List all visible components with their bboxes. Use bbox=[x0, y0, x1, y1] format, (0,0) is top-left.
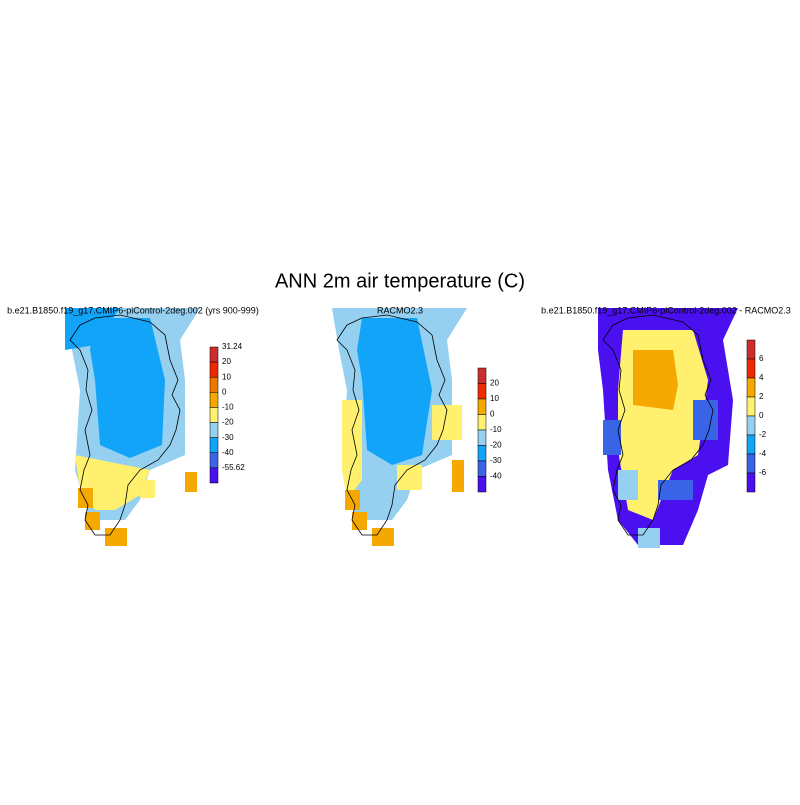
region bbox=[603, 420, 621, 455]
colorbar-box bbox=[209, 437, 219, 454]
colorbar-box bbox=[477, 429, 487, 446]
colorbar-label: -2 bbox=[759, 430, 767, 439]
colorbar-label: 0 bbox=[222, 387, 227, 396]
colorbar-label: -20 bbox=[490, 441, 502, 450]
region bbox=[342, 400, 362, 500]
colorbar-box bbox=[209, 392, 219, 408]
colorbar-box bbox=[477, 383, 487, 400]
colorbar-box bbox=[746, 377, 756, 398]
region bbox=[85, 512, 100, 530]
colorbar-box bbox=[477, 398, 487, 415]
region bbox=[75, 455, 150, 510]
region bbox=[105, 528, 127, 546]
panel-title: b.e21.B1850.f19_g17.CMIP6-piControl-2deg… bbox=[7, 305, 259, 315]
panel-title: RACMO2.3 bbox=[377, 305, 423, 315]
region bbox=[638, 528, 660, 548]
colorbar-box bbox=[746, 472, 756, 493]
colorbar-box bbox=[209, 467, 219, 484]
colorbar-label: -40 bbox=[490, 472, 502, 481]
colorbar-label: 20 bbox=[222, 357, 231, 366]
colorbar-box bbox=[209, 376, 219, 393]
region bbox=[693, 400, 718, 440]
colorbar-label: -10 bbox=[222, 403, 234, 412]
colorbar-label: -55.62 bbox=[222, 463, 245, 472]
region bbox=[372, 528, 394, 546]
colorbar-label: 2 bbox=[759, 392, 764, 401]
colorbar-label: -10 bbox=[490, 425, 502, 434]
colorbar-box bbox=[477, 367, 487, 384]
panel-title: b.e21.B1850.f19_g17.CMIP6-piControl-2deg… bbox=[541, 305, 791, 315]
colorbar-box bbox=[477, 414, 487, 431]
colorbar-box bbox=[209, 361, 219, 378]
colorbar-box bbox=[746, 415, 756, 436]
region bbox=[352, 512, 367, 530]
region bbox=[185, 472, 197, 492]
colorbar-label: -20 bbox=[222, 418, 234, 427]
colorbar-label: 20 bbox=[490, 379, 499, 388]
region bbox=[452, 460, 464, 492]
map-panel-1 bbox=[65, 308, 200, 546]
colorbar-box bbox=[746, 434, 756, 455]
region bbox=[618, 470, 638, 500]
region bbox=[65, 308, 120, 350]
colorbar-label: 0 bbox=[759, 411, 764, 420]
region bbox=[90, 318, 165, 458]
colorbar-box bbox=[477, 476, 487, 493]
colorbar-box bbox=[209, 407, 219, 423]
colorbar-label: 10 bbox=[490, 394, 499, 403]
colorbar-box bbox=[209, 346, 219, 363]
colorbar-label: -30 bbox=[490, 456, 502, 465]
colorbar-label: -30 bbox=[222, 433, 234, 442]
figure-title: ANN 2m air temperature (C) bbox=[275, 270, 525, 292]
colorbar-label: -40 bbox=[222, 448, 234, 457]
map-panel-2 bbox=[332, 308, 467, 546]
colorbar-box bbox=[477, 445, 487, 462]
colorbar-box bbox=[746, 358, 756, 379]
map-panel-3 bbox=[598, 308, 738, 548]
region bbox=[658, 480, 693, 500]
region bbox=[140, 480, 155, 498]
colorbar-label: -6 bbox=[759, 468, 767, 477]
colorbar-label: 6 bbox=[759, 354, 764, 363]
colorbar-box bbox=[477, 460, 487, 477]
colorbar-label: 31.24 bbox=[222, 342, 243, 351]
colorbar-label: 4 bbox=[759, 373, 764, 382]
region bbox=[357, 318, 432, 465]
colorbar-box bbox=[209, 452, 219, 469]
colorbar-box bbox=[746, 396, 756, 417]
colorbar-box bbox=[746, 453, 756, 474]
region bbox=[633, 350, 678, 410]
colorbar-label: 10 bbox=[222, 372, 231, 381]
colorbar-box bbox=[746, 339, 756, 360]
colorbar-label: 0 bbox=[490, 410, 495, 419]
colorbar-box bbox=[209, 422, 219, 438]
colorbar-label: -4 bbox=[759, 449, 767, 458]
